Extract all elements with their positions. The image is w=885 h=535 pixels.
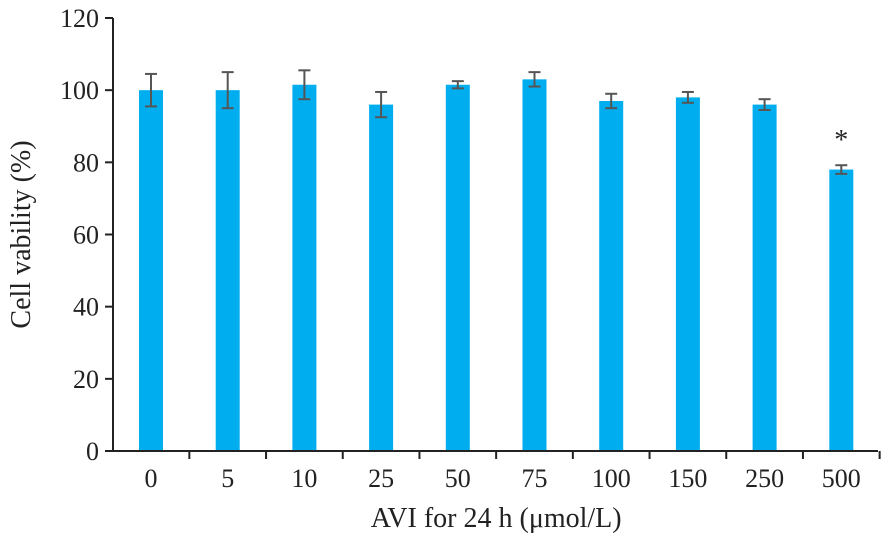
bar (215, 90, 240, 452)
y-tick-label: 40 (73, 293, 99, 322)
y-axis-title: Cell vability (%) (6, 140, 37, 328)
x-tick-label: 500 (822, 464, 861, 493)
y-tick-label: 0 (86, 437, 99, 466)
x-axis-ticks: 0 5 10 25 50 75 100 150 250 500 (145, 451, 881, 493)
bar (522, 79, 547, 451)
x-tick-label: 250 (745, 464, 784, 493)
x-tick-label: 50 (445, 464, 471, 493)
y-axis-ticks: 0 20 40 60 80 100 120 (60, 4, 113, 466)
bar (752, 104, 777, 451)
x-tick-label: 0 (145, 464, 158, 493)
bar (829, 169, 854, 452)
y-tick-label: 100 (60, 76, 99, 105)
x-axis-title: AVI for 24 h (μmol/L) (371, 503, 622, 534)
y-tick-label: 60 (73, 221, 99, 250)
bar (599, 100, 624, 451)
bars (139, 79, 854, 452)
x-tick-label: 100 (592, 464, 631, 493)
bar (445, 84, 470, 452)
error-bars (145, 69, 848, 175)
bar (675, 97, 700, 451)
y-tick-label: 80 (73, 148, 99, 177)
y-tick-label: 120 (60, 4, 99, 33)
x-tick-label: 75 (522, 464, 548, 493)
x-tick-label: 150 (668, 464, 707, 493)
bar (292, 84, 317, 452)
bar (369, 104, 394, 451)
x-tick-label: 5 (221, 464, 234, 493)
bar (139, 90, 163, 452)
significance-annotations: * (834, 125, 848, 156)
x-tick-label: 10 (291, 464, 317, 493)
significance-marker: * (834, 125, 848, 156)
x-tick-label: 25 (368, 464, 394, 493)
y-tick-label: 20 (73, 365, 99, 394)
